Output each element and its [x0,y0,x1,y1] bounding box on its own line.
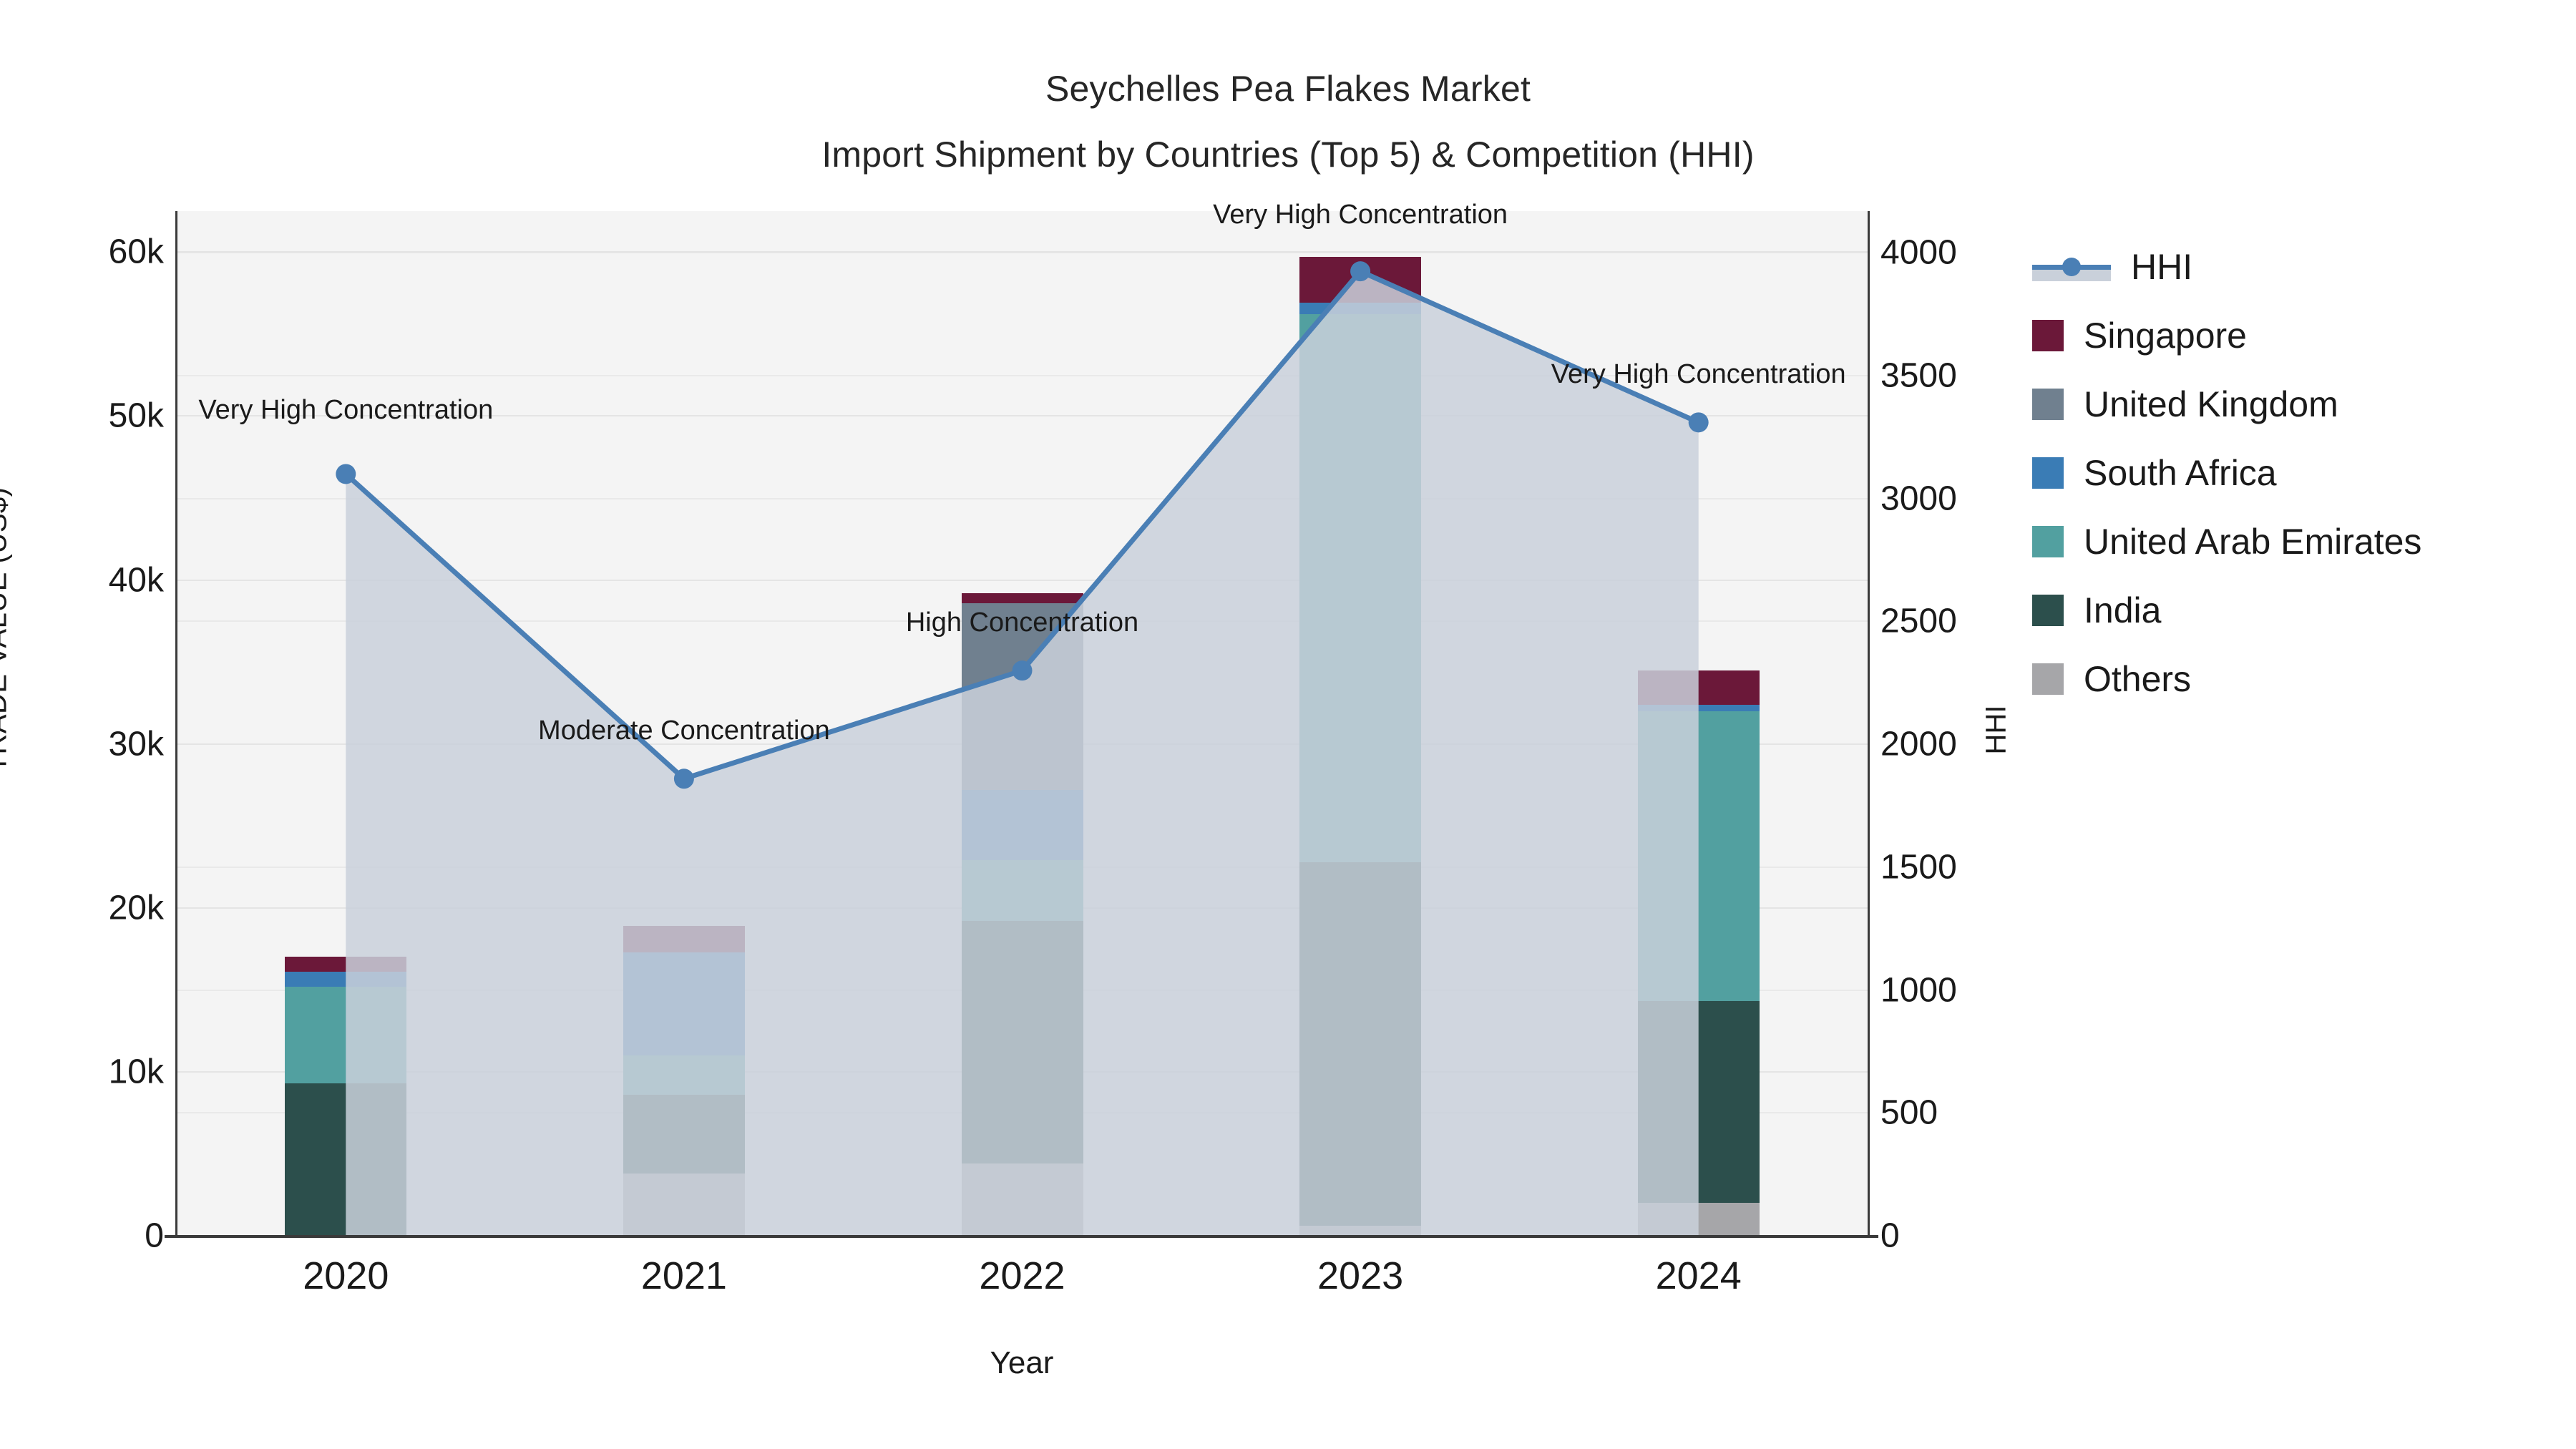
x-axis-tick-label: 2021 [640,1254,727,1297]
y-axis-left-spine [175,211,177,1237]
chart-subtitle: Import Shipment by Countries (Top 5) & C… [821,135,1755,175]
y-axis-right-tick-label: 3000 [1880,479,1957,518]
hhi-data-point[interactable] [1012,660,1033,681]
hhi-data-point[interactable] [673,769,694,789]
concentration-annotation: High Concentration [905,608,1139,638]
legend-item-label: United Arab Emirates [2084,522,2422,562]
y-axis-left-tick-label: 30k [108,725,164,763]
gridline [177,251,1868,253]
y-axis-right-spine [1868,211,1870,1237]
x-axis-tick-label: 2023 [1317,1254,1404,1297]
y-axis-left-tick-label: 0 [145,1216,164,1255]
hhi-data-point[interactable] [1350,261,1371,282]
plot-area: Very High Concentration Moderate Concentr… [177,200,1868,1236]
x-axis-label: Year [990,1345,1054,1380]
legend-swatch-icon [2032,320,2064,351]
legend-item-label: Singapore [2084,316,2247,356]
y-axis-right-tick-label: 0 [1880,1216,1900,1255]
concentration-annotation: Very High Concentration [1213,200,1508,230]
y-axis-right-tick-label: 4000 [1880,233,1957,272]
x-axis-tick-label: 2022 [979,1254,1065,1297]
legend-item-label: HHI [2131,247,2193,287]
legend-item-india[interactable]: India [2032,576,2562,645]
y-axis-right-tick-label: 3500 [1880,356,1957,395]
legend: HHI Singapore United Kingdom South Africa Un… [2032,233,2562,713]
hhi-line-layer [336,261,1709,1236]
legend-swatch-icon [2032,457,2064,489]
chart-title: Seychelles Pea Flakes Market [1045,69,1531,109]
legend-item-united-kingdom[interactable]: United Kingdom [2032,370,2562,439]
legend-swatch-icon [2032,389,2064,420]
x-axis-tick-label: 2020 [303,1254,389,1297]
y-axis-right-tick-label: 1500 [1880,848,1957,887]
y-axis-right-label: HHI [1980,705,2012,755]
legend-item-hhi[interactable]: HHI [2032,233,2562,301]
legend-item-label: India [2084,590,2162,630]
legend-swatch-icon [2032,595,2064,626]
bar-segment[interactable] [961,592,1083,603]
y-axis-left-label: TRADE VALUE (US$) [0,487,13,773]
y-axis-left-tick-label: 60k [108,233,164,271]
gridline [177,375,1868,377]
legend-line-marker-icon [2032,251,2111,283]
y-axis-left-tick-label: 50k [108,396,164,435]
legend-item-united-arab-emirates[interactable]: United Arab Emirates [2032,507,2562,576]
hhi-area-fill [346,271,1699,1236]
y-axis-right-tick-label: 500 [1880,1093,1938,1132]
gridline [177,252,1868,254]
x-axis-spine [165,1235,1878,1238]
y-axis-left-tick-label: 20k [108,889,164,927]
legend-item-label: Others [2084,659,2192,699]
concentration-annotation: Very High Concentration [1551,359,1846,390]
y-axis-right-tick-label: 1000 [1880,971,1957,1010]
y-axis-left-tick-label: 10k [108,1053,164,1091]
y-axis-right-tick-label: 2000 [1880,725,1957,763]
legend-item-singapore[interactable]: Singapore [2032,301,2562,370]
legend-swatch-icon [2032,526,2064,557]
chart-title-block: Seychelles Pea Flakes Market Import Ship… [0,56,2576,187]
gridline [177,579,1868,581]
hhi-data-point[interactable] [1688,412,1709,433]
gridline [177,497,1868,499]
concentration-annotation: Moderate Concentration [538,716,830,746]
legend-item-label: United Kingdom [2084,384,2338,424]
hhi-data-point[interactable] [336,464,356,484]
legend-swatch-icon [2032,663,2064,695]
legend-item-others[interactable]: Others [2032,645,2562,713]
legend-item-label: South Africa [2084,453,2277,493]
y-axis-left-tick-label: 40k [108,561,164,600]
x-axis-tick-label: 2024 [1655,1254,1742,1297]
y-axis-right-tick-label: 2500 [1880,602,1957,640]
concentration-annotation: Very High Concentration [198,395,494,426]
gridline [177,415,1868,417]
legend-item-south-africa[interactable]: South Africa [2032,439,2562,507]
